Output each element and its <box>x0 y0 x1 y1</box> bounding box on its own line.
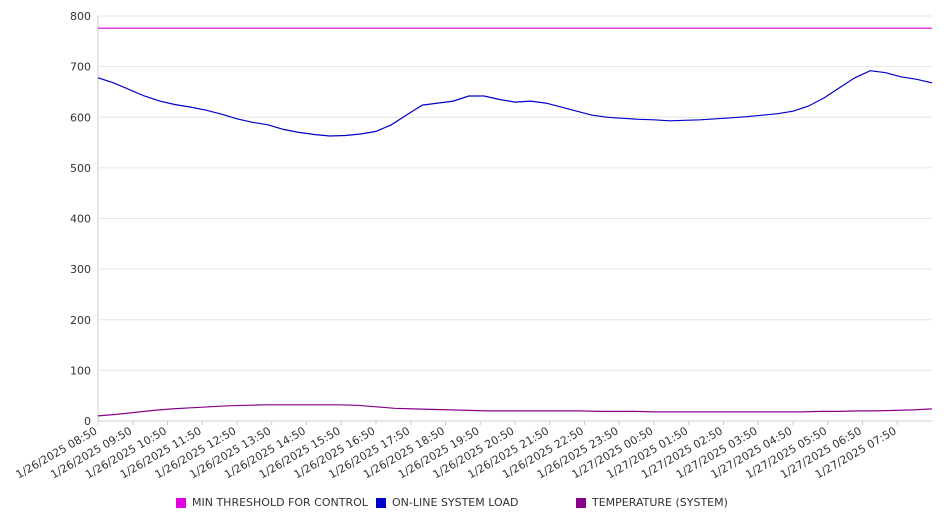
legend-item-temperature[interactable]: TEMPERATURE (SYSTEM) <box>576 496 728 509</box>
legend-label-min-threshold: MIN THRESHOLD FOR CONTROL <box>192 496 368 509</box>
y-tick-label-700: 700 <box>70 61 91 74</box>
y-tick-label-500: 500 <box>70 162 91 175</box>
y-tick-label-800: 800 <box>70 10 91 23</box>
legend-item-min-threshold[interactable]: MIN THRESHOLD FOR CONTROL <box>176 496 368 509</box>
legend-label-system-load: ON-LINE SYSTEM LOAD <box>392 496 519 509</box>
y-tick-label-300: 300 <box>70 263 91 276</box>
series-line-on-line-system-load <box>97 70 933 137</box>
legend-swatch-min-threshold <box>176 497 186 508</box>
legend-swatch-system-load <box>376 497 386 508</box>
legend-label-temperature: TEMPERATURE (SYSTEM) <box>592 496 728 509</box>
y-tick-label-100: 100 <box>70 364 91 377</box>
y-tick-label-200: 200 <box>70 314 91 327</box>
y-tick-label-600: 600 <box>70 111 91 124</box>
chart-legend: MIN THRESHOLD FOR CONTROL ON-LINE SYSTEM… <box>0 496 946 516</box>
series-line-temperature-system <box>97 404 933 417</box>
y-tick-label-400: 400 <box>70 213 91 226</box>
y-tick-label-0: 0 <box>84 415 91 428</box>
legend-swatch-temperature <box>576 497 586 508</box>
legend-item-system-load[interactable]: ON-LINE SYSTEM LOAD <box>376 496 518 509</box>
